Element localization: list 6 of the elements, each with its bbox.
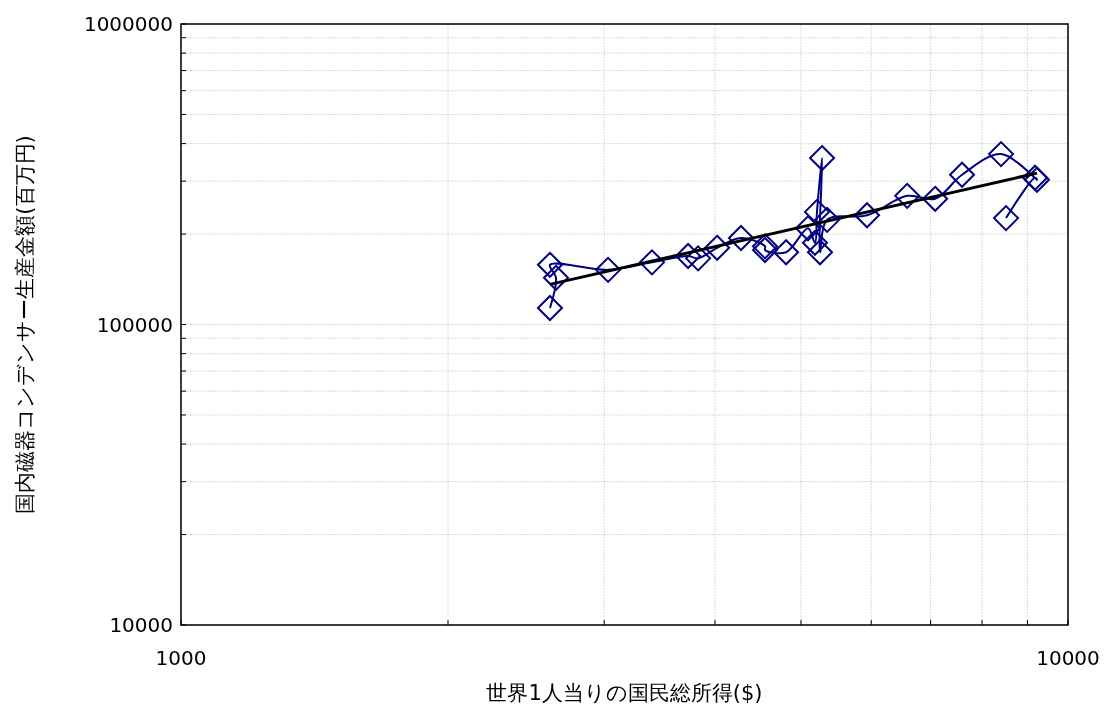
x-tick-label: 1000 bbox=[155, 646, 207, 670]
y-axis-title: 国内磁器コンデンサー生産金額(百万円) bbox=[13, 135, 37, 514]
x-axis-title: 世界1人当りの国民総所得($) bbox=[486, 681, 763, 705]
y-tick-label: 100000 bbox=[96, 312, 173, 337]
y-tick-label: 10000 bbox=[109, 613, 173, 637]
y-tick-label: 1000000 bbox=[83, 12, 173, 36]
